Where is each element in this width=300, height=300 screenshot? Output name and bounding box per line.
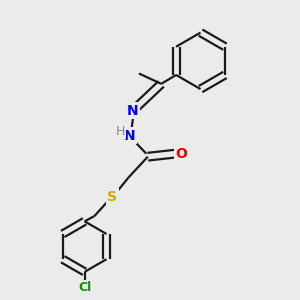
Text: Cl: Cl bbox=[78, 281, 91, 294]
Text: S: S bbox=[107, 190, 117, 204]
Text: N: N bbox=[127, 103, 139, 118]
Text: H: H bbox=[116, 125, 125, 138]
Text: O: O bbox=[175, 147, 187, 161]
Text: N: N bbox=[124, 129, 136, 143]
